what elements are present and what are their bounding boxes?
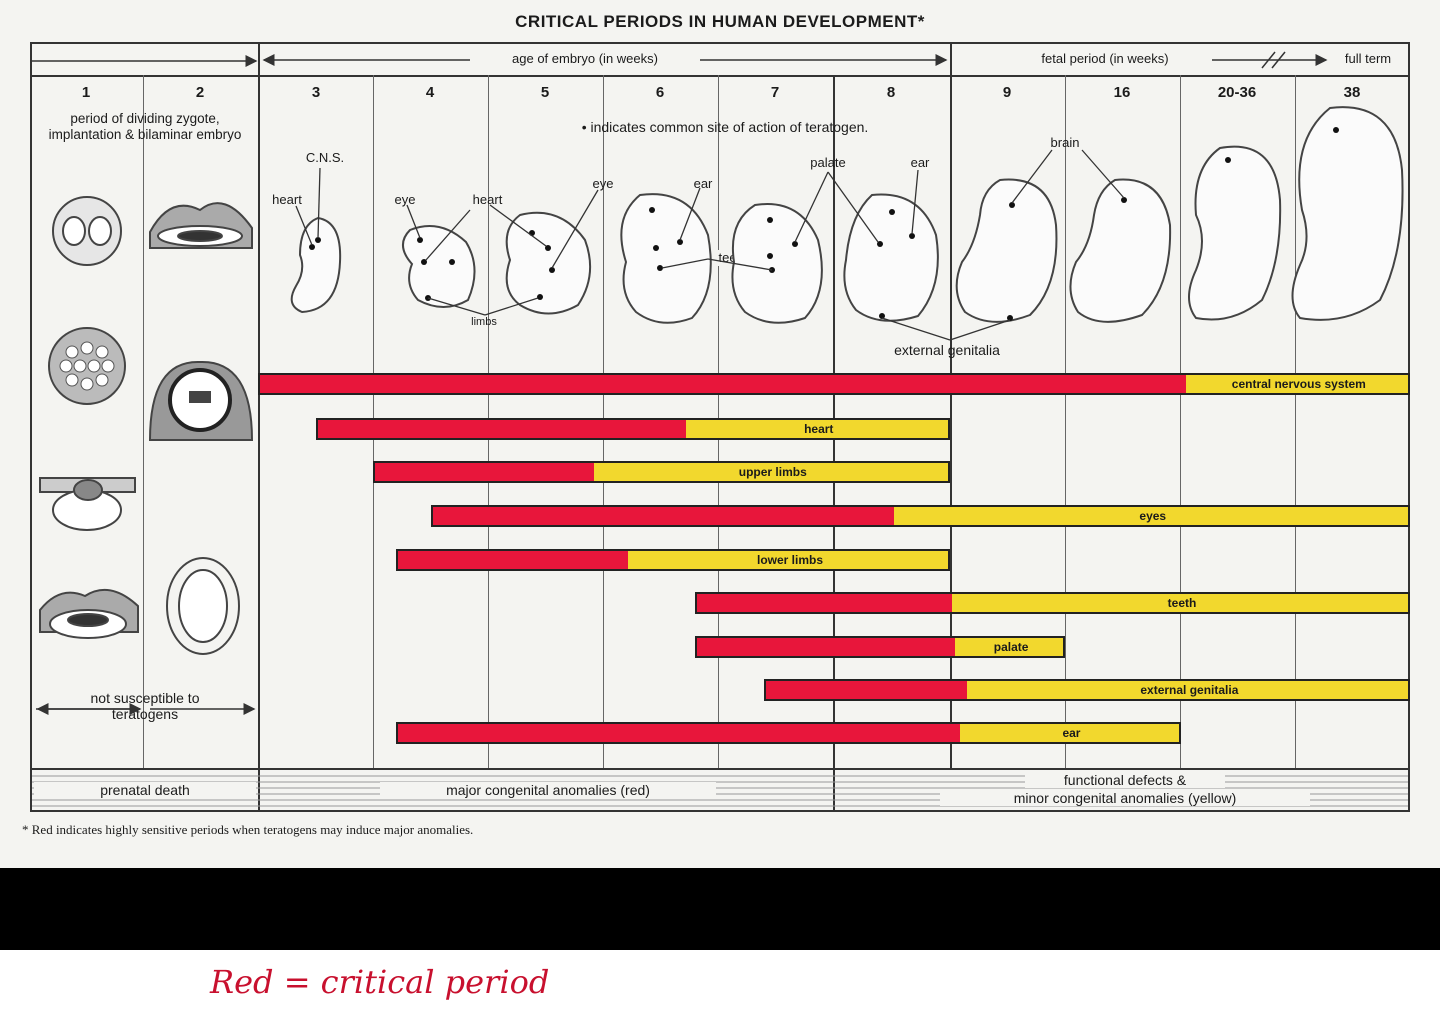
bar-red-segment bbox=[317, 420, 686, 438]
zygote-drawings bbox=[39, 196, 139, 639]
full-term-label: full term bbox=[1328, 51, 1408, 67]
chart-frame bbox=[30, 42, 1410, 812]
footer-functional-defects: functional defects & bbox=[1025, 772, 1225, 788]
bar-label: upper limbs bbox=[738, 465, 807, 479]
label-limbs: limbs bbox=[471, 316, 497, 328]
annotation-area bbox=[0, 950, 1440, 1025]
bar-label: ear bbox=[1062, 726, 1081, 740]
period-description: period of dividing zygote, implantation … bbox=[48, 111, 242, 142]
illustrations bbox=[32, 51, 1408, 807]
bar-label: eyes bbox=[1139, 509, 1167, 523]
bar-ear: ear bbox=[396, 722, 1181, 744]
column-line bbox=[1180, 75, 1181, 768]
bar-red-segment bbox=[766, 681, 967, 699]
implantation-drawings bbox=[148, 202, 254, 655]
bar-yellow-segment bbox=[685, 420, 948, 438]
black-band bbox=[0, 868, 1440, 950]
handwritten-note: Red = critical period bbox=[210, 963, 550, 1001]
embryo-age-label: age of embryo (in weeks) bbox=[470, 51, 700, 67]
bar-red-segment bbox=[697, 594, 952, 612]
bar-yellow-segment bbox=[952, 594, 1408, 612]
week-label: 5 bbox=[540, 84, 550, 101]
bar-label: central nervous system bbox=[1231, 377, 1366, 391]
bar-label: heart bbox=[804, 422, 834, 436]
week-label: 4 bbox=[425, 84, 435, 101]
chart-area: CRITICAL PERIODS IN HUMAN DEVELOPMENT* a… bbox=[0, 0, 1440, 868]
bar-heart: heart bbox=[315, 418, 950, 440]
column-line bbox=[143, 75, 144, 768]
not-susceptible-label: not susceptible to teratogens bbox=[90, 690, 200, 722]
week-label: 8 bbox=[886, 84, 896, 101]
bar-red-segment bbox=[697, 638, 956, 656]
week-label: 3 bbox=[311, 84, 321, 101]
label-eye: eye bbox=[394, 192, 416, 207]
label-ear: ear bbox=[910, 155, 930, 170]
label-external-genitalia: external genitalia bbox=[894, 342, 1000, 358]
column-line bbox=[950, 42, 952, 768]
bar-yellow-segment bbox=[593, 463, 948, 481]
footer-major-anomalies: major congenital anomalies (red) bbox=[380, 782, 716, 798]
bar-teeth: teeth bbox=[695, 592, 1410, 614]
week-label: 20-36 bbox=[1217, 84, 1257, 101]
bar-yellow-segment bbox=[960, 724, 1179, 742]
bar-yellow-segment bbox=[893, 507, 1408, 525]
teratogen-note: • indicates common site of action of ter… bbox=[581, 119, 869, 135]
bar-central-nervous-system: central nervous system bbox=[258, 373, 1410, 395]
chart-title: CRITICAL PERIODS IN HUMAN DEVELOPMENT* bbox=[515, 12, 925, 31]
label-palate: palate bbox=[810, 155, 846, 170]
footer-minor-anomalies: minor congenital anomalies (yellow) bbox=[940, 790, 1310, 806]
week-label: 38 bbox=[1343, 84, 1361, 101]
label-brain: brain bbox=[1050, 135, 1080, 150]
fetal-period-label: fetal period (in weeks) bbox=[1000, 51, 1210, 67]
label-eye: eye bbox=[592, 176, 614, 191]
embryo-drawings bbox=[290, 106, 1404, 324]
bar-label: palate bbox=[993, 640, 1029, 654]
bar-red-segment bbox=[398, 551, 628, 569]
week-label: 7 bbox=[770, 84, 780, 101]
bar-yellow-segment bbox=[955, 638, 1063, 656]
teratogen-site-dots bbox=[309, 127, 1339, 321]
week-label: 1 bbox=[81, 84, 91, 101]
bar-label: teeth bbox=[1167, 596, 1197, 610]
bar-external-genitalia: external genitalia bbox=[764, 679, 1410, 701]
bar-yellow-segment bbox=[628, 551, 948, 569]
bar-red-segment bbox=[260, 375, 1186, 393]
bar-yellow-segment bbox=[1185, 375, 1408, 393]
column-line bbox=[258, 42, 260, 812]
week-label: 2 bbox=[195, 84, 205, 101]
bar-lower-limbs: lower limbs bbox=[396, 549, 950, 571]
bar-red-segment bbox=[398, 724, 961, 742]
column-line bbox=[833, 75, 835, 812]
label-heart: heart bbox=[272, 192, 302, 207]
bar-yellow-segment bbox=[966, 681, 1408, 699]
bar-eyes: eyes bbox=[430, 505, 1410, 527]
label-cns: C.N.S. bbox=[305, 150, 345, 165]
week-label: 6 bbox=[655, 84, 665, 101]
bar-upper-limbs: upper limbs bbox=[373, 461, 950, 483]
footer-divider bbox=[30, 768, 1410, 770]
header-divider bbox=[30, 75, 1410, 77]
column-line bbox=[1295, 75, 1296, 768]
label-ear: ear bbox=[693, 176, 713, 191]
bar-label: lower limbs bbox=[756, 553, 824, 567]
week-label: 9 bbox=[1002, 84, 1012, 101]
bar-label: external genitalia bbox=[1140, 683, 1239, 697]
footnote: * Red indicates highly sensitive periods… bbox=[22, 822, 474, 837]
column-line bbox=[1065, 75, 1066, 768]
label-heart: heart bbox=[472, 192, 503, 207]
bar-red-segment bbox=[375, 463, 594, 481]
bar-palate: palate bbox=[695, 636, 1065, 658]
leader-lines bbox=[295, 149, 1125, 341]
footer-prenatal-death: prenatal death bbox=[34, 782, 256, 798]
bar-red-segment bbox=[432, 507, 894, 525]
week-label: 16 bbox=[1113, 84, 1131, 101]
